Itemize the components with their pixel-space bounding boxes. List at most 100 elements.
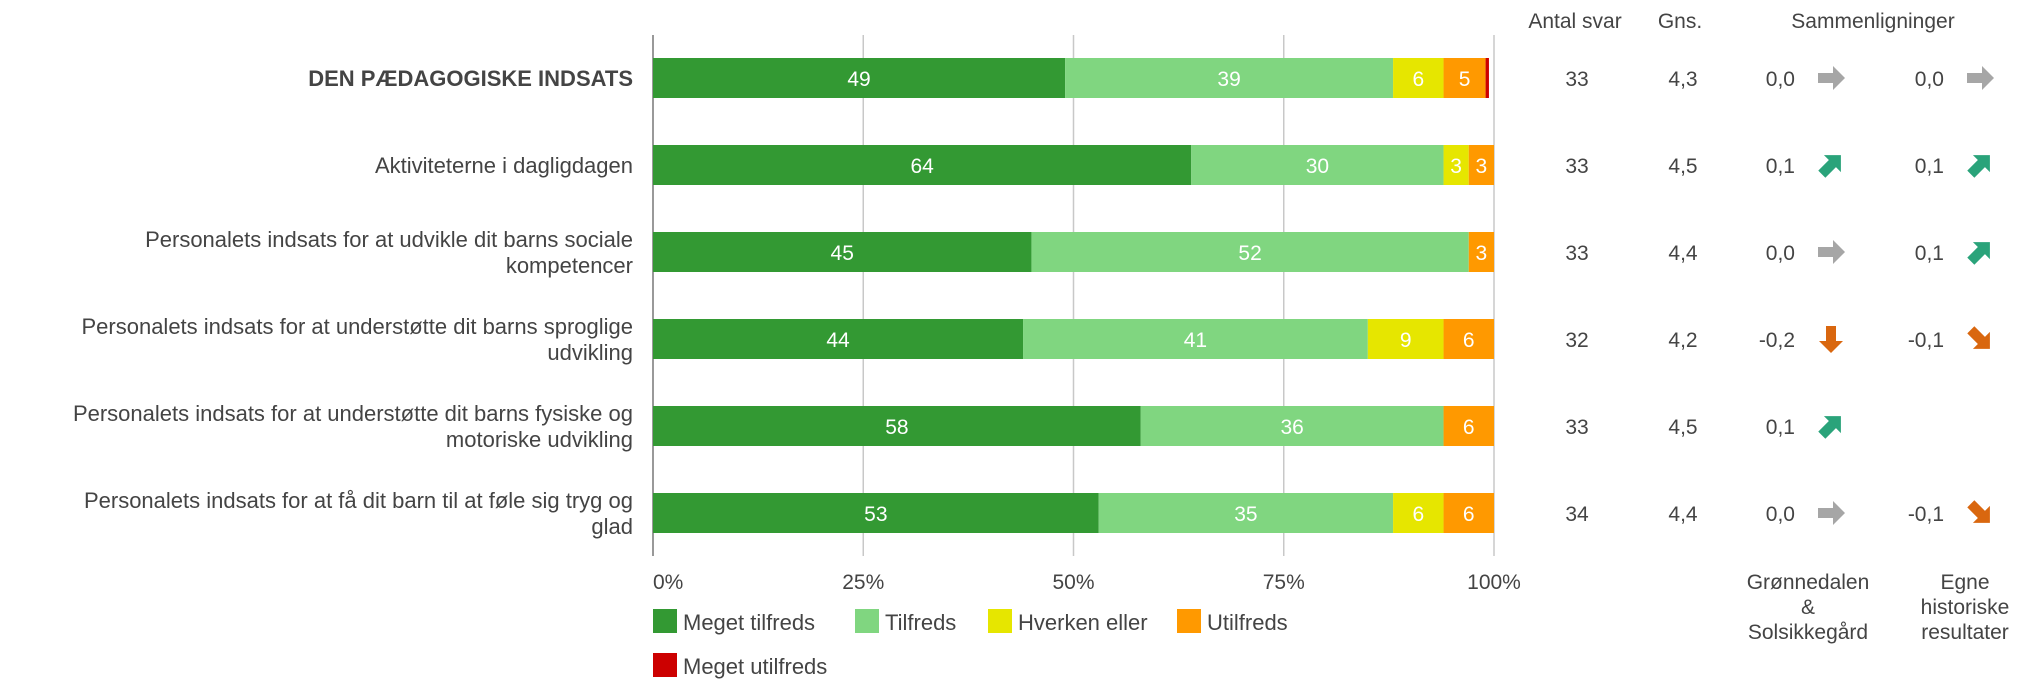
legend-label: Meget tilfreds xyxy=(683,610,815,635)
x-tick-label: 100% xyxy=(1467,571,1521,594)
bar-segment xyxy=(1393,58,1444,98)
arrow-shape xyxy=(1967,242,1990,265)
legend-swatch xyxy=(988,609,1012,633)
x-tick-label: 25% xyxy=(842,571,884,594)
bar-segment xyxy=(1443,58,1486,98)
bar-data-label: 64 xyxy=(910,155,934,178)
header-gns: Gns. xyxy=(1658,10,1702,33)
arrow-up-icon xyxy=(1967,155,1990,178)
bar-segment xyxy=(1367,319,1444,359)
bar-segment xyxy=(1098,493,1394,533)
bar-segment xyxy=(1140,406,1444,446)
gns-value: 4,4 xyxy=(1668,503,1698,526)
bar-segment xyxy=(653,58,1066,98)
category-label: kompetencer xyxy=(506,253,633,278)
comparison-2-value: -0,1 xyxy=(1908,329,1944,352)
bar-data-label: 6 xyxy=(1463,329,1475,352)
bar-data-label: 6 xyxy=(1463,416,1475,439)
gridlines xyxy=(652,35,1495,556)
x-tick-label: 50% xyxy=(1052,571,1094,594)
bar-data-label: 39 xyxy=(1217,68,1240,91)
comparison-1-value: 0,1 xyxy=(1766,155,1795,178)
footer-comparison-1: & xyxy=(1801,596,1815,619)
comparison-2-value: 0,0 xyxy=(1915,68,1944,91)
bar-segment xyxy=(653,319,1024,359)
bar-segment xyxy=(1023,319,1368,359)
bar-segment xyxy=(1443,493,1494,533)
stats-table: Antal svar Gns. Sammenligninger xyxy=(1528,10,1954,33)
antal-svar-value: 33 xyxy=(1565,155,1588,178)
comparison-1-value: 0,1 xyxy=(1766,416,1795,439)
bar-segment xyxy=(1468,232,1494,272)
category-label: Personalets indsats for at få dit barn t… xyxy=(84,488,633,513)
bar-data-label: 36 xyxy=(1280,416,1303,439)
arrow-shape xyxy=(1967,326,1990,349)
legend-label: Utilfreds xyxy=(1207,610,1288,635)
bar-segment xyxy=(1031,232,1469,272)
gns-value: 4,3 xyxy=(1668,68,1697,91)
antal-svar-value: 34 xyxy=(1565,503,1589,526)
arrow-shape xyxy=(1818,155,1841,178)
comparison-2-value: 0,1 xyxy=(1915,155,1944,178)
bar-segment xyxy=(653,493,1099,533)
bar-segment xyxy=(1443,406,1494,446)
footer-comparison-2: historiske xyxy=(1921,596,2010,619)
arrow-shape xyxy=(1818,501,1845,525)
arrow-flat-icon xyxy=(1818,240,1845,264)
arrow-shape xyxy=(1967,155,1990,178)
x-axis-ticks: 0% 25% 50% 75% 100% xyxy=(653,571,1521,594)
arrow-up-icon xyxy=(1967,242,1990,265)
gns-value: 4,2 xyxy=(1668,329,1697,352)
bar-segment xyxy=(653,406,1141,446)
header-sammenligninger: Sammenligninger xyxy=(1791,10,1954,33)
footer-comparison-1: Grønnedalen xyxy=(1747,571,1870,594)
bar-data-label: 41 xyxy=(1184,329,1207,352)
comparison-1-value: 0,0 xyxy=(1766,242,1795,265)
comparison-1-value: -0,2 xyxy=(1759,329,1795,352)
category-labels: DEN PÆDAGOGISKE INDSATS Aktiviteterne i d… xyxy=(73,66,633,539)
arrow-shape xyxy=(1818,240,1845,264)
bar-segment xyxy=(653,145,1192,185)
category-label: glad xyxy=(591,514,633,539)
bar-data-label: 45 xyxy=(831,242,854,265)
bar-data-label: 58 xyxy=(885,416,908,439)
legend-swatch xyxy=(653,653,677,677)
header-antal-svar: Antal svar xyxy=(1528,10,1621,33)
category-label: Personalets indsats for at udvikle dit b… xyxy=(145,227,633,252)
bar-data-label: 44 xyxy=(826,329,850,352)
bar-data-label: 49 xyxy=(847,68,870,91)
footer-comparison-1: Solsikkegård xyxy=(1748,621,1868,644)
bar-data-label: 3 xyxy=(1450,155,1462,178)
arrow-shape xyxy=(1818,66,1845,90)
bar-segment xyxy=(1468,145,1494,185)
stats-rows: 33 4,3 0,0 0,0 33 4,5 0,1 0,1 33 4,4 0,0 0,1 32 4,2 -0… xyxy=(1565,66,1994,526)
bar-data-label: 6 xyxy=(1463,503,1475,526)
bar-data-label: 9 xyxy=(1400,329,1412,352)
arrow-shape xyxy=(1967,500,1990,523)
gns-value: 4,4 xyxy=(1668,242,1698,265)
footer-comparison-2: resultater xyxy=(1921,621,2009,644)
x-tick-label: 75% xyxy=(1263,571,1305,594)
comparison-footers: Grønnedalen&Solsikkegård Egnehistoriskere… xyxy=(1747,571,2010,644)
arrow-up-icon xyxy=(1818,155,1841,178)
legend-swatch xyxy=(855,609,879,633)
bar-data-label: 3 xyxy=(1476,242,1488,265)
gns-value: 4,5 xyxy=(1668,155,1697,178)
arrow-down-icon xyxy=(1819,326,1843,353)
bar-segment xyxy=(653,232,1032,272)
bar-data-label: 6 xyxy=(1412,503,1424,526)
bar-segment xyxy=(1393,493,1444,533)
category-label: Aktiviteterne i dagligdagen xyxy=(375,153,633,178)
category-label: udvikling xyxy=(547,340,633,365)
arrow-flat-icon xyxy=(1818,66,1845,90)
comparison-1-value: 0,0 xyxy=(1766,68,1795,91)
bar-data-label: 53 xyxy=(864,503,887,526)
category-label: motoriske udvikling xyxy=(446,427,633,452)
legend-swatch xyxy=(653,609,677,633)
bar-segment xyxy=(1191,145,1444,185)
bar-segment xyxy=(1485,58,1489,98)
comparison-2-value: 0,1 xyxy=(1915,242,1944,265)
arrow-up-icon xyxy=(1818,416,1841,439)
category-label: Personalets indsats for at understøtte d… xyxy=(73,401,633,426)
bar-data-label: 30 xyxy=(1306,155,1329,178)
